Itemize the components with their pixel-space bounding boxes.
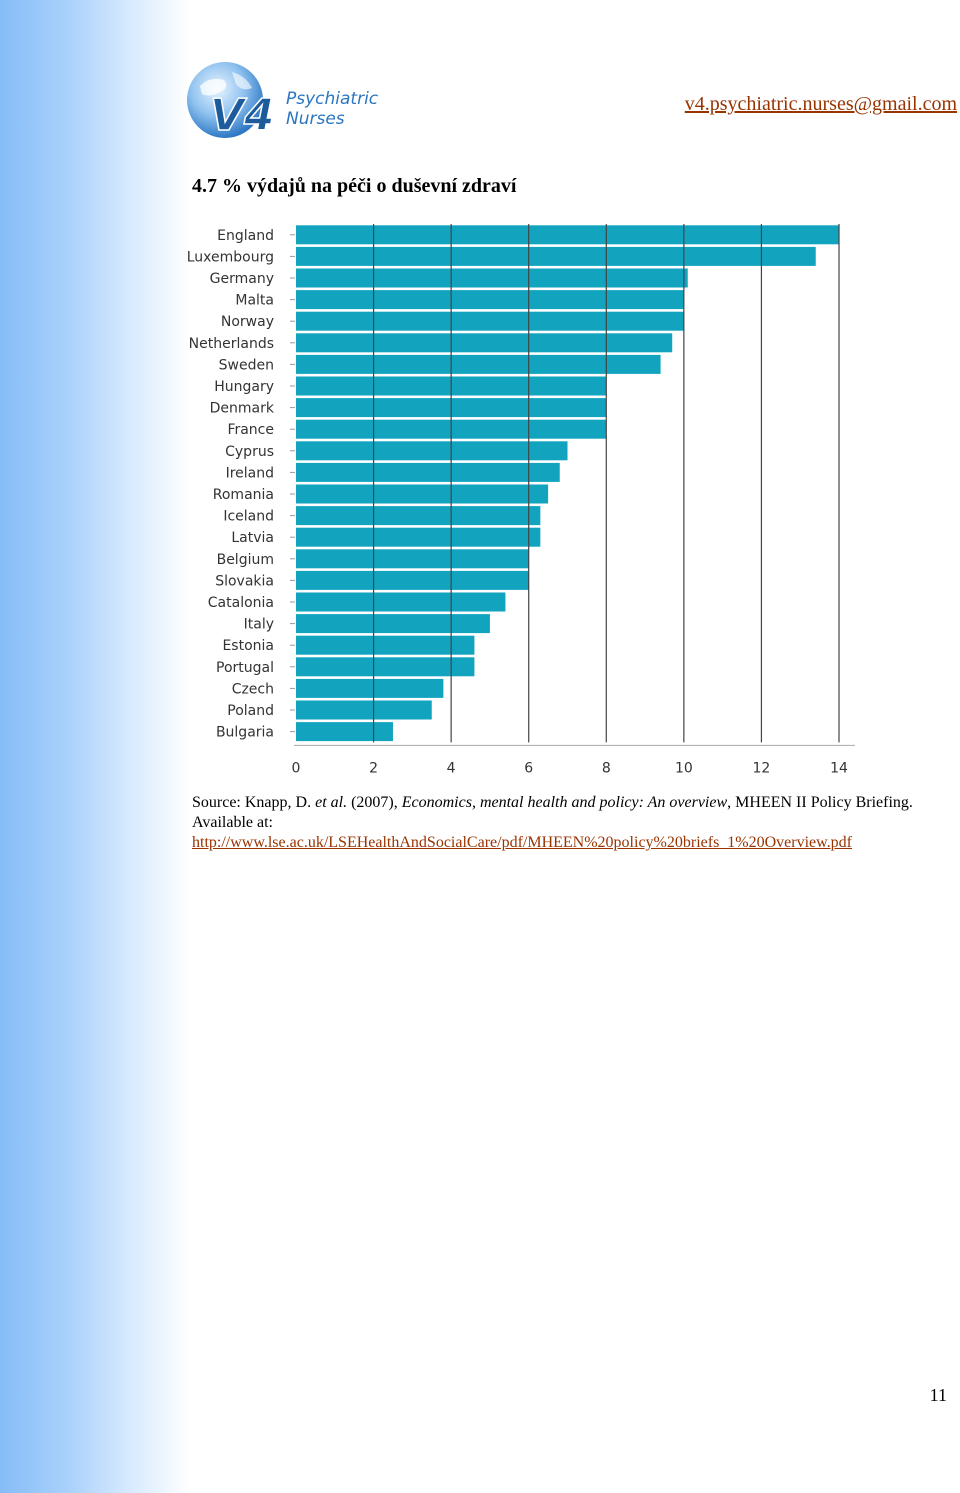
category-label-luxembourg: Luxembourg — [187, 249, 274, 265]
expenditure-bar-chart: England Luxembourg Germany Malta Norway Nethe… — [187, 224, 855, 776]
category-label-denmark: Denmark — [210, 401, 275, 417]
category-label-catalonia: Catalonia — [208, 595, 274, 611]
source-suffix: , MHEEN II Policy Briefing. Available at… — [192, 794, 913, 831]
bar-luxembourg — [296, 246, 816, 266]
bar-italy — [296, 614, 490, 634]
bar-romania — [296, 484, 549, 504]
category-label-poland: Poland — [227, 703, 274, 719]
bar-sweden — [296, 354, 661, 374]
bar-catalonia — [296, 592, 506, 612]
category-label-belgium: Belgium — [217, 552, 274, 568]
source-citation: Source: Knapp, D. et al. (2007), Economi… — [192, 793, 952, 853]
bar-latvia — [296, 527, 541, 547]
xtick-label-14: 14 — [830, 760, 848, 776]
category-label-iceland: Iceland — [223, 509, 274, 525]
category-label-norway: Norway — [221, 314, 274, 330]
category-label-czech: Czech — [232, 681, 274, 697]
bar-ireland — [296, 462, 560, 482]
v4-logo: V4 Psychiatric Nurses — [180, 58, 390, 148]
bar-estonia — [296, 635, 475, 655]
category-label-latvia: Latvia — [231, 530, 274, 546]
category-label-ireland: Ireland — [226, 465, 274, 481]
source-title: Economics, mental health and policy: An … — [401, 794, 728, 811]
bar-norway — [296, 311, 684, 331]
xtick-label-2: 2 — [369, 760, 378, 776]
category-label-france: France — [227, 422, 274, 438]
category-label-cyprus: Cyprus — [225, 444, 274, 460]
bar-netherlands — [296, 333, 673, 353]
category-label-netherlands: Netherlands — [189, 336, 274, 352]
category-label-bulgaria: Bulgaria — [216, 725, 274, 741]
bar-england — [296, 225, 839, 245]
bar-iceland — [296, 506, 541, 526]
logo-line-1: Psychiatric — [286, 89, 379, 109]
page-heading: 4.7 % výdajů na péči o duševní zdraví — [192, 175, 517, 197]
source-url-link[interactable]: http://www.lse.ac.uk/LSEHealthAndSocialC… — [192, 834, 852, 851]
xtick-label-12: 12 — [753, 760, 771, 776]
source-etal: et al. — [315, 794, 348, 811]
globe-icon: V4 — [187, 62, 275, 142]
xtick-label-6: 6 — [524, 760, 533, 776]
category-label-estonia: Estonia — [222, 638, 274, 654]
bar-cyprus — [296, 441, 568, 461]
xtick-label-4: 4 — [447, 760, 456, 776]
category-label-romania: Romania — [213, 487, 274, 503]
bar-czech — [296, 678, 444, 698]
category-label-germany: Germany — [210, 271, 274, 287]
xtick-label-0: 0 — [292, 760, 301, 776]
bar-slovakia — [296, 570, 529, 590]
bar-bulgaria — [296, 722, 393, 742]
bar-poland — [296, 700, 432, 720]
xtick-label-8: 8 — [602, 760, 611, 776]
logo-text: Psychiatric Nurses — [286, 89, 378, 129]
category-label-sweden: Sweden — [219, 357, 274, 373]
bar-malta — [296, 290, 684, 310]
category-label-malta: Malta — [235, 293, 274, 309]
source-year: (2007), — [347, 794, 402, 811]
category-label-portugal: Portugal — [216, 660, 274, 676]
category-label-england: England — [217, 228, 274, 244]
logo-line-2: Nurses — [286, 109, 345, 129]
source-prefix: Source: Knapp, D. — [192, 794, 316, 811]
bar-belgium — [296, 549, 529, 569]
bar-germany — [296, 268, 688, 288]
bar-portugal — [296, 657, 475, 677]
logo-mark: V4 — [210, 90, 275, 141]
side-gradient — [0, 0, 190, 1493]
category-label-italy: Italy — [244, 617, 274, 633]
email-link[interactable]: v4.psychiatric.nurses@gmail.com — [684, 93, 957, 115]
category-label-hungary: Hungary — [214, 379, 274, 395]
xtick-label-10: 10 — [675, 760, 693, 776]
category-label-slovakia: Slovakia — [215, 573, 274, 589]
page-number: 11 — [929, 1385, 947, 1405]
